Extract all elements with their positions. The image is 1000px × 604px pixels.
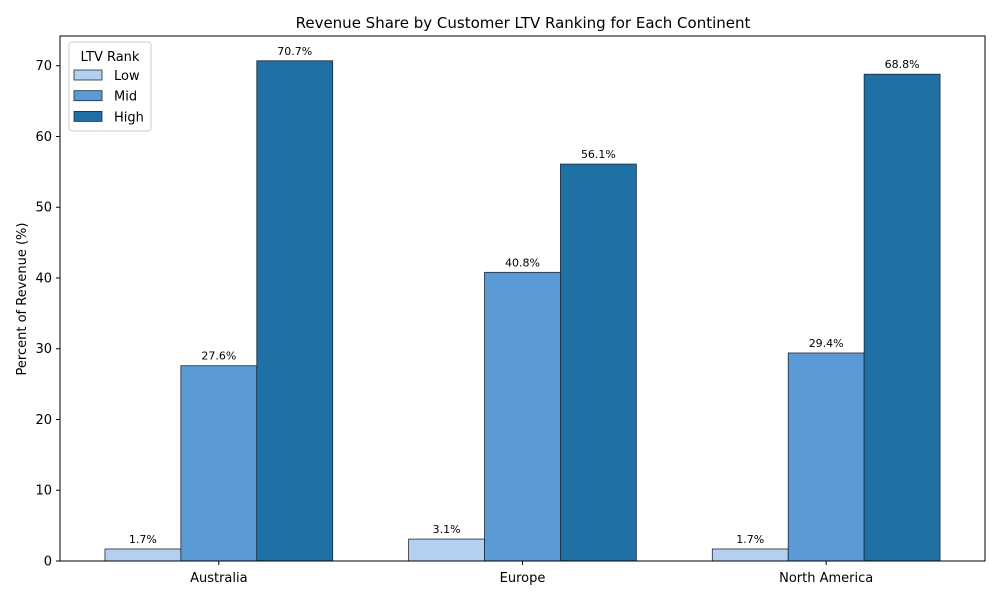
y-tick-label: 0	[44, 555, 52, 570]
data-label: 1.7%	[736, 533, 764, 546]
x-tick-label: Australia	[190, 571, 248, 586]
y-tick-label: 20	[35, 413, 52, 428]
bar-mid	[484, 271, 561, 562]
legend-title: LTV Rank	[81, 50, 140, 65]
legend-swatch-high	[73, 111, 103, 122]
chart-title: Revenue Share by Customer LTV Ranking fo…	[296, 14, 751, 32]
data-label: 70.7%	[277, 45, 312, 58]
bar-high	[256, 60, 334, 562]
data-label: 29.4%	[809, 337, 844, 350]
data-label: 40.8%	[505, 256, 540, 269]
bar-high	[863, 73, 941, 562]
y-tick-label: 70	[35, 59, 52, 74]
bar-low	[104, 548, 182, 562]
y-axis-label: Percent of Revenue (%)	[15, 223, 30, 376]
bar-high	[560, 163, 637, 562]
data-label: 3.1%	[433, 523, 461, 536]
bar-low	[408, 538, 485, 562]
plot-area-frame	[59, 35, 986, 562]
bar-low	[711, 548, 789, 562]
legend: LTV Rank Low Mid High	[68, 41, 152, 132]
bar-mid	[787, 352, 865, 562]
legend-label-high: High	[114, 110, 144, 125]
legend-label-mid: Mid	[114, 90, 137, 105]
bar-mid	[180, 365, 258, 562]
y-tick-label: 60	[35, 130, 52, 145]
y-tick-label: 10	[35, 484, 52, 499]
legend-swatch-low	[73, 69, 103, 81]
y-tick-label: 40	[35, 271, 52, 286]
x-tick-label: Europe	[500, 571, 546, 586]
data-label: 1.7%	[129, 533, 157, 546]
legend-frame	[68, 41, 152, 132]
data-label: 68.8%	[885, 58, 920, 71]
data-label: 56.1%	[581, 148, 616, 161]
y-tick-label: 50	[35, 201, 52, 216]
x-tick-label: North America	[779, 571, 873, 586]
y-tick-label: 30	[35, 342, 52, 357]
data-label: 27.6%	[201, 350, 236, 363]
legend-label-low: Low	[114, 69, 140, 84]
legend-swatch-mid	[73, 90, 103, 102]
